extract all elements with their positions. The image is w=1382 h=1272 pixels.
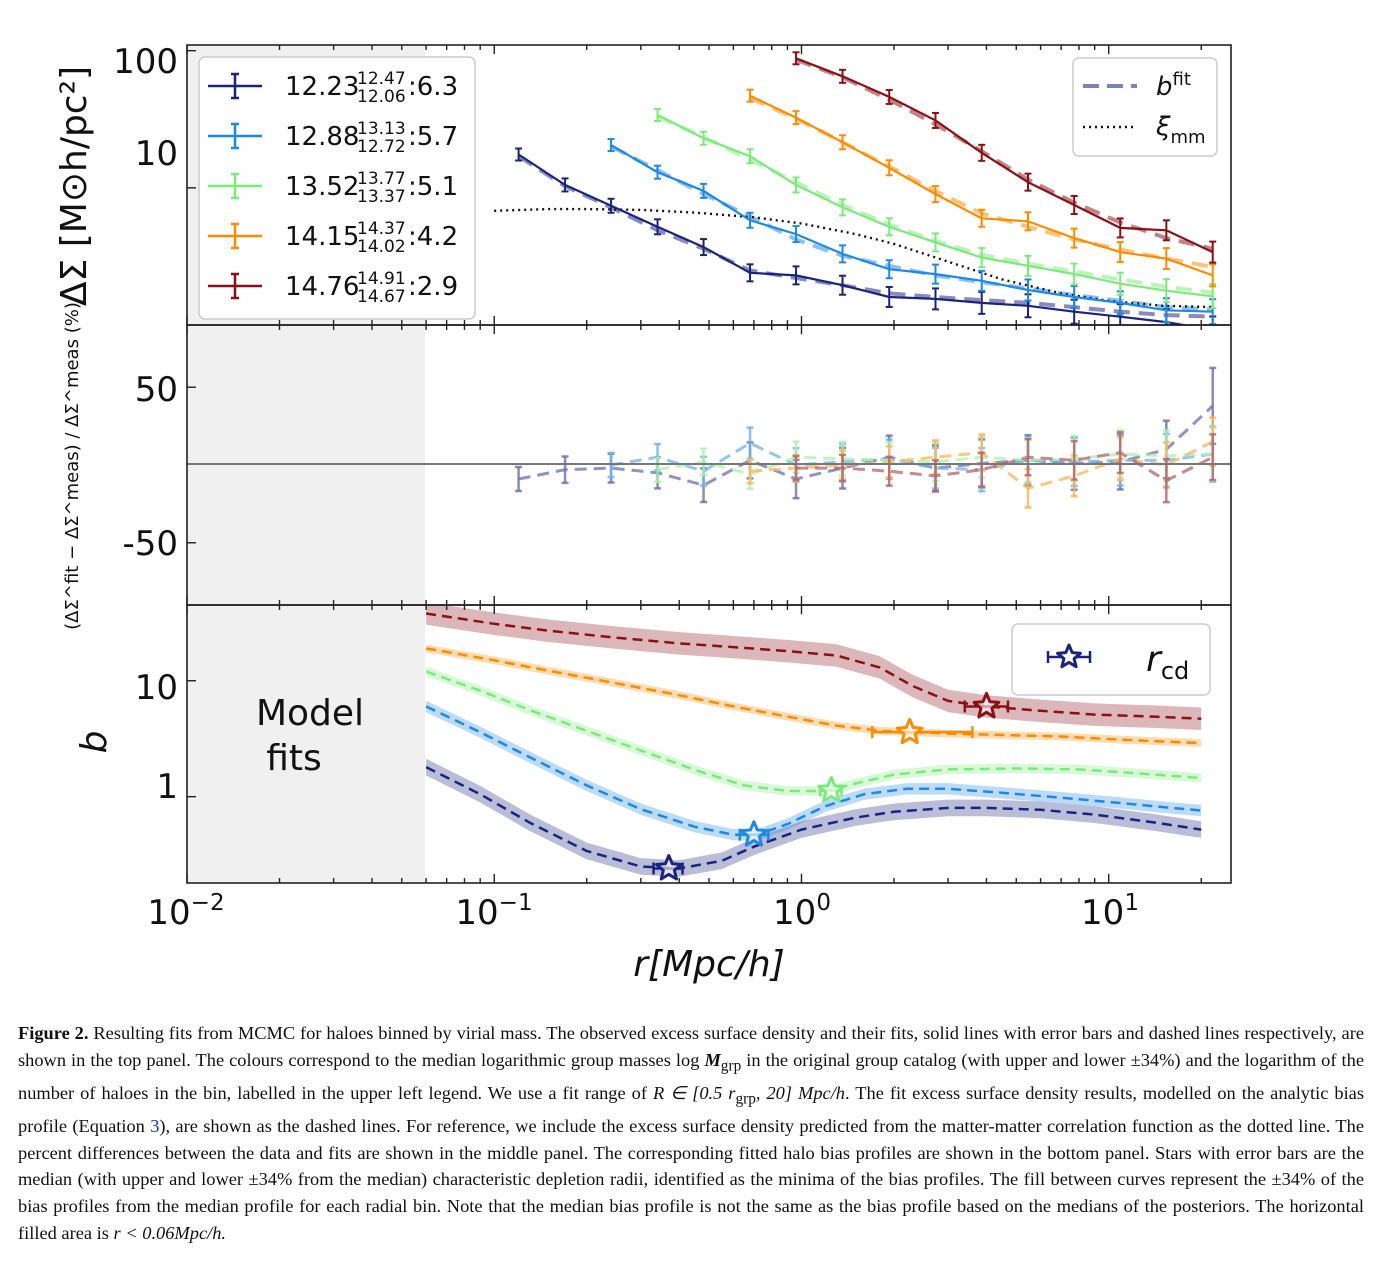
legend-rcd-label: rcd: [1146, 639, 1189, 685]
fit-legend: bfit ξmm: [1072, 57, 1218, 157]
top-data-line-1: [610, 144, 1213, 313]
legend-lower-1: 12.72: [357, 137, 406, 157]
legend-bfit-label: bfit: [1156, 69, 1191, 102]
model-fits-label-line2: fits: [266, 738, 322, 779]
legend-upper-4: 14.91: [357, 269, 406, 289]
middle-ytick-50: 50: [135, 370, 178, 410]
caption-label: Figure 2.: [18, 1023, 89, 1043]
legend-star-shape: [1056, 643, 1082, 669]
rcd-star-marker-2: [817, 776, 846, 803]
rcd-star-marker-1: [740, 820, 768, 847]
middle-line-0: [518, 404, 1214, 487]
bias-median-line-4: [425, 612, 1202, 720]
caption-mgrp-sub: grp: [720, 1057, 742, 1075]
bottom-panel-frame: [186, 604, 1232, 884]
legend-lower-4: 14.67: [357, 287, 406, 307]
x-axis-title: r[Mpc/h]: [633, 944, 785, 985]
mass-bin-legend: 12.2312.4712.06:6.312.8813.1312.72:5.713…: [198, 56, 476, 320]
bias-band-3: [426, 644, 1202, 747]
legend-value-4: 14.76: [285, 272, 359, 302]
bias-median-line-3: [425, 647, 1202, 745]
legend-value-1: 12.88: [285, 122, 359, 152]
caption-equation-link[interactable]: 3: [150, 1116, 160, 1137]
xtick-label-0: 10−2: [147, 890, 224, 933]
shaded-region-bottom: [187, 605, 425, 883]
legend-value-3: 14.15: [285, 222, 359, 252]
legend-count-3: :4.2: [408, 222, 458, 252]
rcd-star-marker-0: [655, 854, 683, 881]
caption-range-end: , 20] Mpc/h: [755, 1082, 846, 1103]
top-panel-plot: [494, 51, 1217, 325]
bias-median-line-2: [425, 670, 1202, 793]
legend-xi-label: ξmm: [1155, 112, 1206, 148]
legend-value-0: 12.23: [285, 72, 359, 102]
bottom-ytick-10: 10: [135, 668, 178, 708]
rcd-star-marker-3: [895, 717, 924, 745]
bias-band-2: [426, 666, 1202, 796]
legend-count-2: :5.1: [408, 172, 458, 202]
bias-band-0: [426, 758, 1202, 877]
legend-value-2: 13.52: [285, 172, 359, 202]
legend-star-icon: [1046, 643, 1092, 669]
bias-median-line-1: [425, 705, 1202, 836]
top-ytick-100: 100: [113, 42, 178, 82]
xtick-label-3: 101: [1081, 890, 1139, 933]
caption-range-sub: grp: [735, 1090, 756, 1108]
legend-count-4: :2.9: [408, 272, 458, 302]
legend-count-0: :6.3: [408, 72, 458, 102]
top-ytick-10: 10: [135, 134, 178, 174]
rcd-legend: rcd: [1011, 623, 1211, 696]
top-fit-line-4: [795, 57, 1214, 251]
top-fit-line-0: [517, 154, 1213, 319]
xtick-label-1: 10−1: [455, 890, 532, 933]
bottom-y-axis-title: b: [74, 731, 115, 754]
legend-count-1: :5.7: [408, 122, 458, 152]
caption-mgrp: M: [704, 1049, 721, 1070]
legend-upper-0: 12.47: [357, 69, 406, 89]
bias-band-4: [426, 605, 1202, 730]
legend-upper-1: 13.13: [357, 119, 406, 139]
middle-y-axis-title: (ΔΣ^fit − ΔΣ^meas) / ΔΣ^meas (%): [62, 302, 83, 630]
bias-median-line-0: [425, 765, 1202, 870]
top-y-axis-title: ΔΣ [M⊙h/pc²]: [54, 66, 95, 306]
caption-last: r < 0.06Mpc/h.: [113, 1222, 227, 1243]
figure-canvas: 100 10 50 -50 10 1 10−2 10−1 100 101 r[M…: [54, 42, 1232, 985]
caption-text-4: ), are shown as the dashed lines. For re…: [18, 1116, 1364, 1243]
caption-range: R ∈ [0.5 r: [652, 1082, 736, 1103]
top-data-line-0: [517, 153, 1190, 325]
legend-lower-2: 13.37: [357, 187, 406, 207]
rcd-star-marker-4: [972, 691, 1001, 719]
top-data-line-4: [795, 57, 1214, 254]
xtick-label-2: 100: [773, 890, 831, 933]
legend-lower-0: 12.06: [357, 87, 406, 107]
middle-panel-plot: [515, 366, 1217, 509]
bias-band-1: [426, 700, 1202, 841]
model-fits-label-line1: Model: [256, 693, 364, 734]
legend-upper-3: 14.37: [357, 219, 406, 239]
caption-text-1: Resulting fits from MCMC for haloes binn…: [18, 1023, 1364, 1070]
legend-lower-3: 14.02: [357, 237, 406, 257]
caption-text-3: . The fit excess surface density results…: [18, 1082, 1364, 1137]
bottom-ytick-1: 1: [156, 767, 178, 807]
middle-ytick-minus50: -50: [122, 524, 178, 564]
bottom-panel-plot: [425, 605, 1202, 881]
legend-upper-2: 13.77: [357, 169, 406, 189]
caption-text-2: in the original group catalog (with uppe…: [18, 1049, 1364, 1103]
figure-caption: Figure 2. Resulting fits from MCMC for h…: [18, 1020, 1364, 1246]
